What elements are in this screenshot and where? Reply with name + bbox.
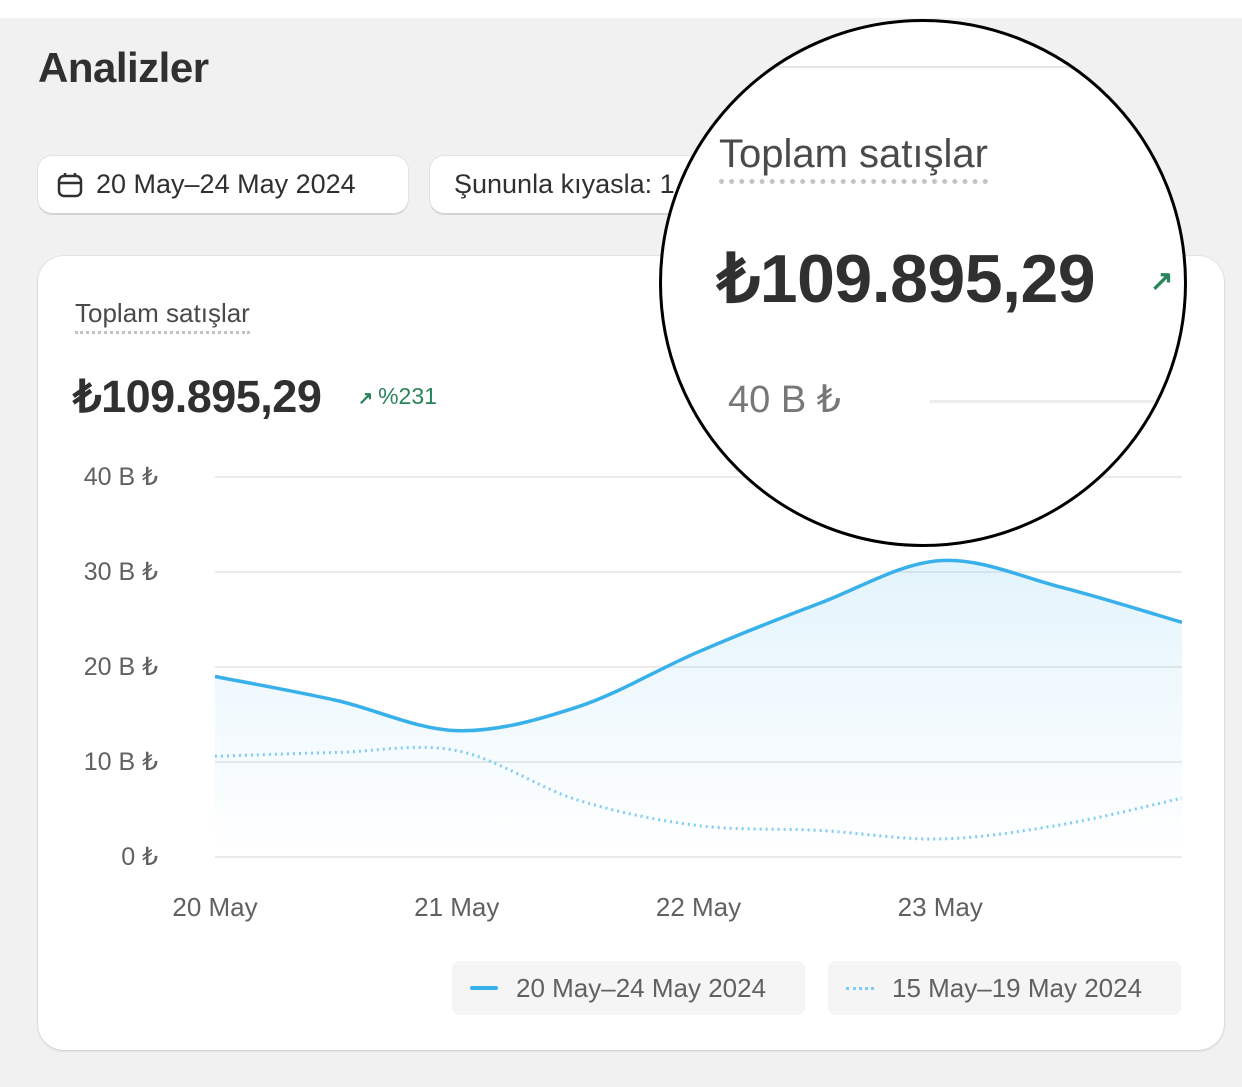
metric-value: ₺109.895,29 [73, 371, 322, 422]
dotted-line-swatch [846, 986, 874, 990]
date-range-label: 20 May–24 May 2024 [96, 169, 356, 199]
delta-value: %231 [378, 383, 437, 409]
y-tick-label: 40 B ₺ [83, 463, 158, 491]
magnified-arrow-icon: ↗ [1150, 265, 1174, 296]
page-title: Analizler [38, 44, 209, 91]
y-tick-label: 0 ₺ [121, 843, 158, 871]
legend-item-comparison[interactable]: 15 May–19 May 2024 [828, 961, 1181, 1015]
magnified-card-edge [662, 66, 1184, 68]
magnified-metric-label: Toplam satışlar [719, 132, 988, 184]
date-range-button[interactable]: 20 May–24 May 2024 [38, 156, 408, 213]
magnifier-overlay: Toplam satışlar ₺109.895,29 ↗ 40 B ₺ [659, 19, 1187, 547]
x-tick-label: 20 May [172, 892, 258, 922]
current-series-area [215, 560, 1182, 857]
x-tick-label: 21 May [414, 892, 500, 922]
calendar-icon [57, 172, 83, 197]
current-series-line [214, 558, 1183, 733]
legend-item-current[interactable]: 20 May–24 May 2024 [452, 961, 805, 1015]
y-tick-label: 20 B ₺ [83, 653, 158, 681]
x-tick-label: 23 May [897, 892, 983, 922]
legend-label: 20 May–24 May 2024 [516, 972, 767, 1003]
solid-line-swatch [470, 986, 498, 990]
magnified-y-tick: 40 B ₺ [728, 379, 841, 421]
delta-badge: ↗ %231 [358, 383, 437, 410]
y-tick-label: 30 B ₺ [83, 558, 158, 586]
legend-label: 15 May–19 May 2024 [892, 972, 1143, 1003]
compare-label: Şununla kıyasla: 1 [454, 169, 675, 199]
x-tick-label: 22 May [655, 892, 742, 922]
magnified-metric-value: ₺109.895,29 [717, 241, 1096, 317]
arrow-up-right-icon: ↗ [358, 388, 379, 408]
y-tick-label: 10 B ₺ [83, 748, 158, 776]
metric-label[interactable]: Toplam satışlar [75, 298, 250, 334]
magnified-gridline [930, 400, 1184, 403]
